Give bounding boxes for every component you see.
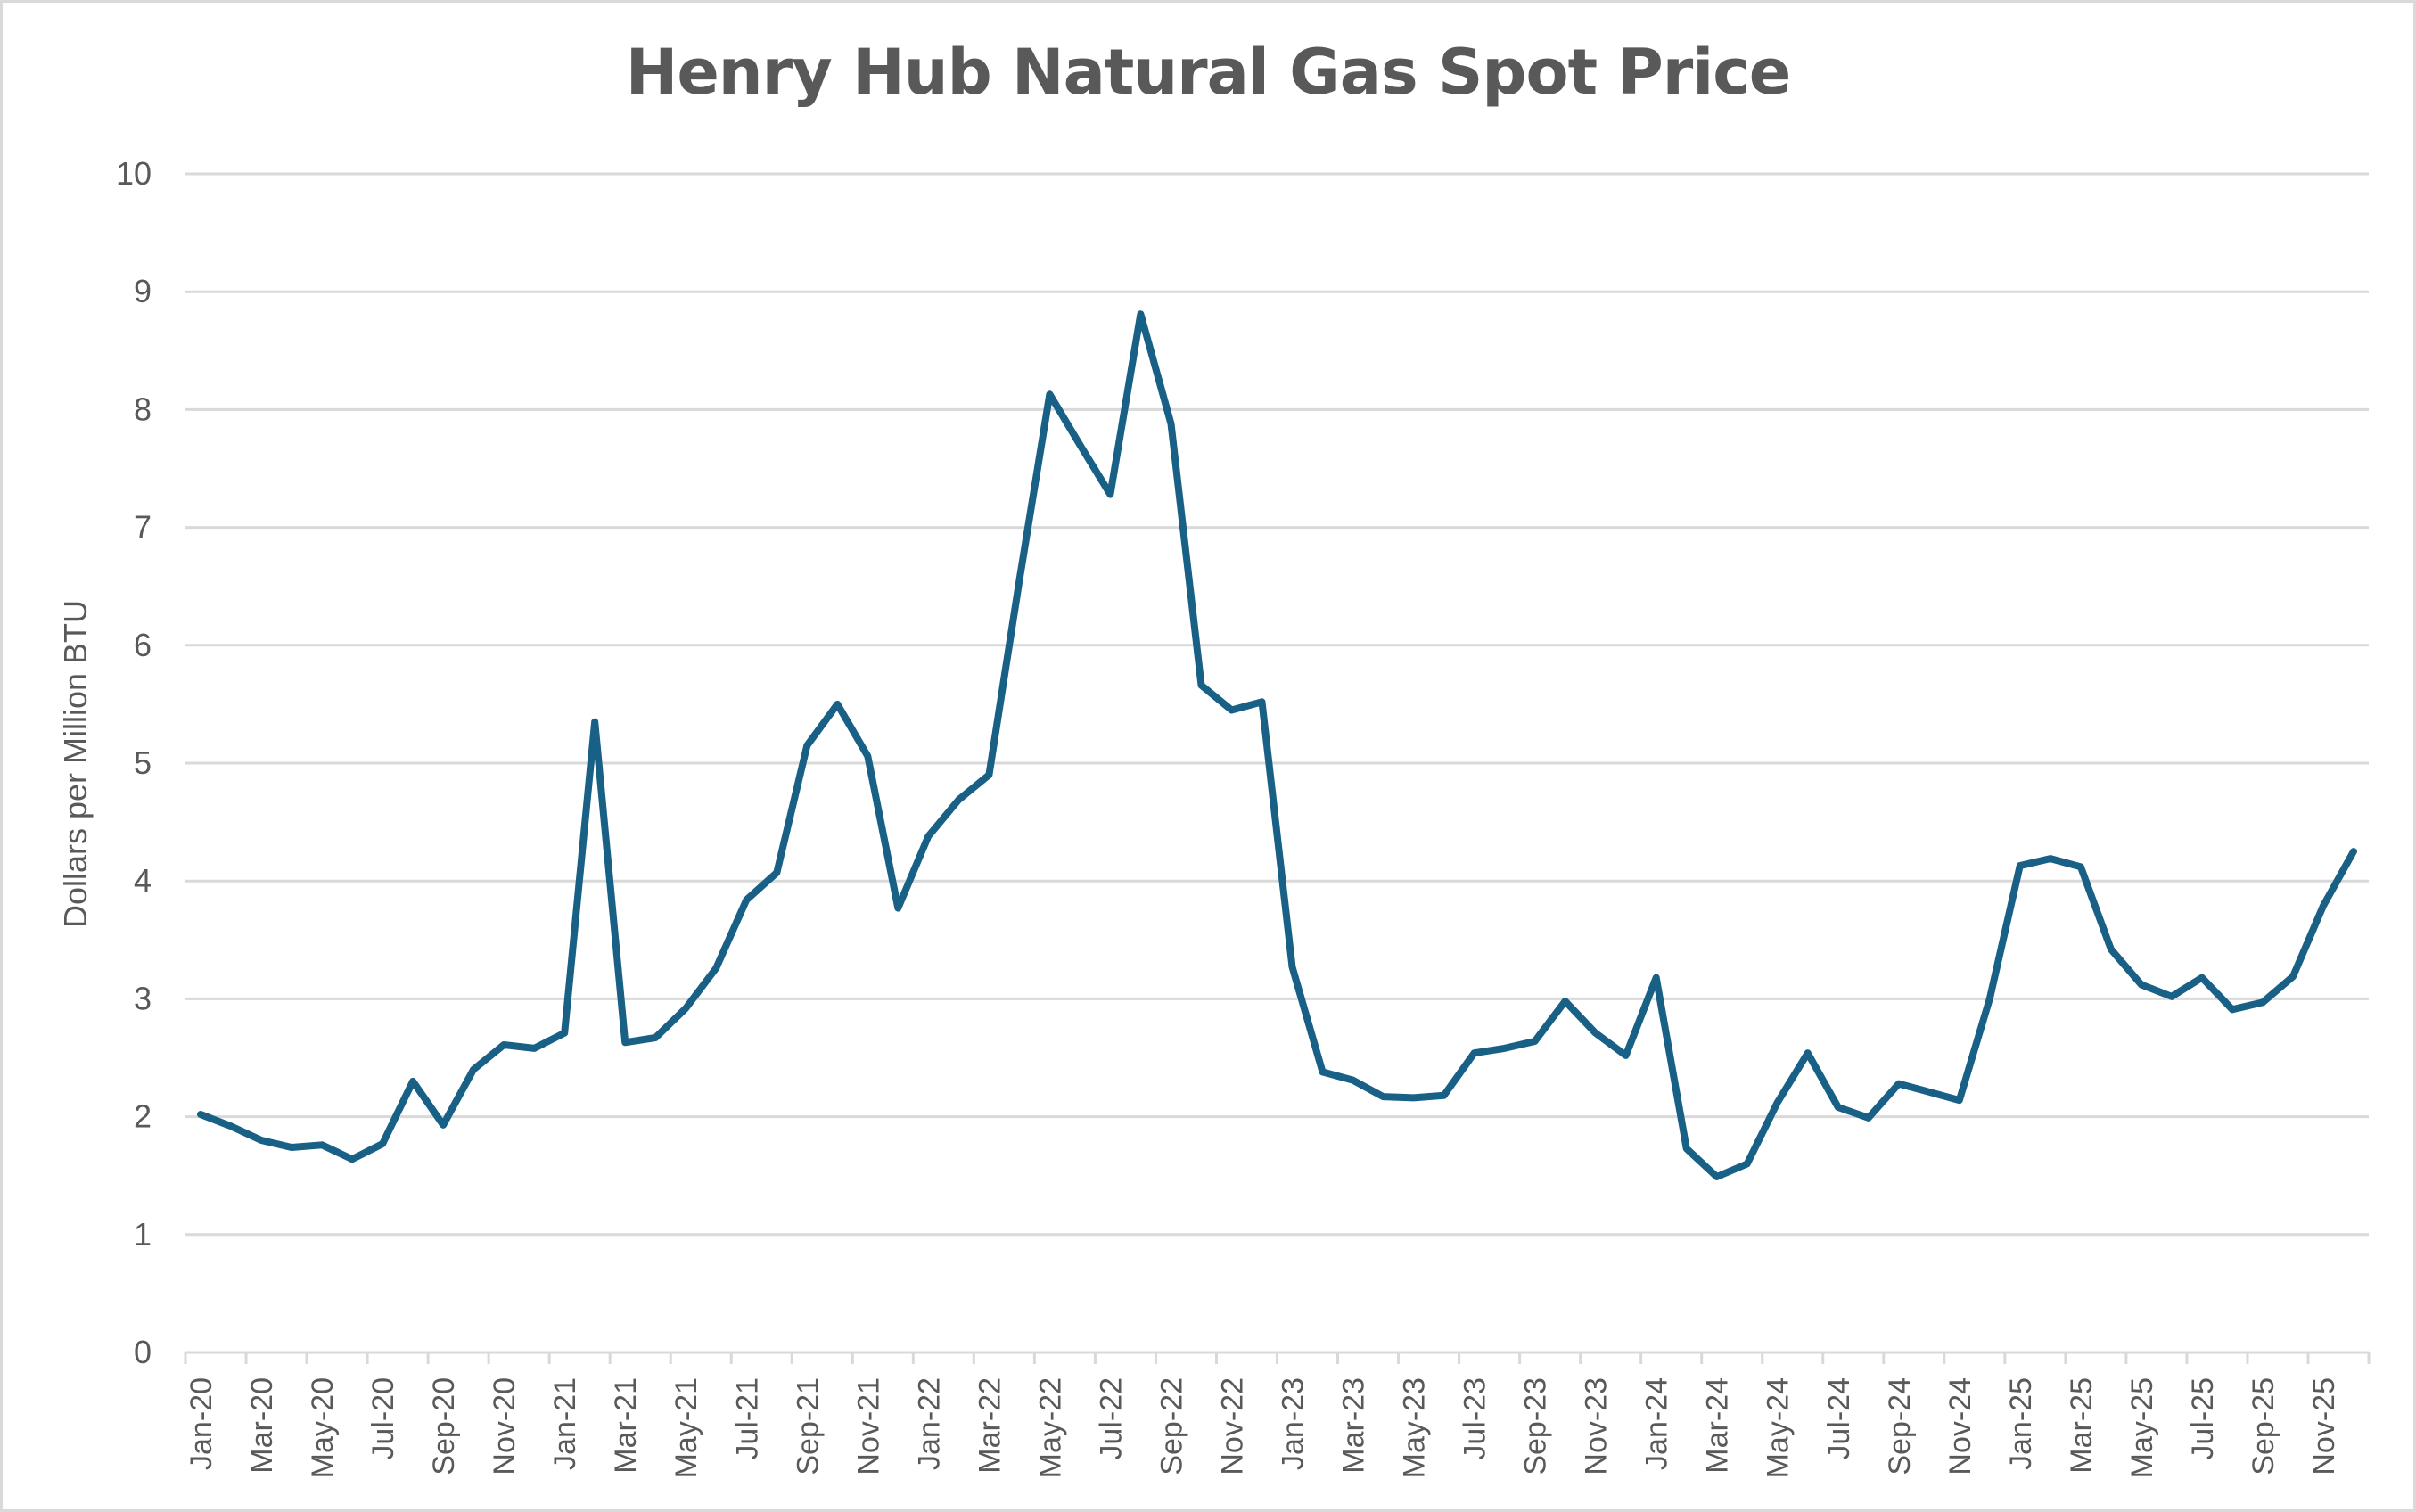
x-tick-label: Jan-22 [912, 1377, 946, 1470]
y-tick-label: 9 [134, 273, 152, 309]
y-tick-label: 3 [134, 980, 152, 1016]
y-axis-ticks: 0 1 2 3 4 5 6 7 8 9 10 [116, 155, 152, 1370]
x-tick-label: May-21 [670, 1377, 703, 1478]
x-tick-label: Jan-20 [185, 1377, 218, 1470]
x-tick-label: Jan-21 [548, 1377, 582, 1470]
x-tick-label: Nov-23 [1580, 1377, 1614, 1475]
x-tick-label: Jul-20 [366, 1377, 400, 1460]
x-tick-label: Nov-22 [1215, 1377, 1249, 1475]
x-tick-label: Mar-22 [973, 1377, 1007, 1474]
x-tick-label: Jul-24 [1822, 1377, 1856, 1460]
x-tick-label: Nov-20 [488, 1377, 522, 1475]
x-tick-label: Sep-23 [1519, 1377, 1553, 1475]
x-tick-label: May-22 [1033, 1377, 1067, 1478]
x-tick-label: Jul-23 [1459, 1377, 1492, 1460]
x-tick-label: Sep-24 [1883, 1377, 1917, 1475]
x-tick-label: Jan-23 [1277, 1377, 1311, 1470]
x-tick-label: Mar-21 [609, 1377, 643, 1474]
y-tick-label: 7 [134, 509, 152, 546]
y-tick-label: 10 [116, 155, 152, 192]
x-axis [184, 1351, 2371, 1364]
x-tick-label: Sep-25 [2247, 1377, 2280, 1475]
x-tick-label: Jan-25 [2004, 1377, 2038, 1470]
gridlines [185, 172, 2369, 1237]
x-tick-label: Mar-20 [245, 1377, 279, 1474]
y-tick-label: 4 [134, 862, 152, 899]
x-tick-label: May-25 [2125, 1377, 2159, 1478]
x-tick-label: May-20 [306, 1377, 340, 1478]
y-tick-label: 8 [134, 390, 152, 427]
x-axis-tick-labels: Jan-20 Mar-20 May-20 Jul-20 Sep-20 Nov-20 Jan-… [185, 1377, 2341, 1478]
y-tick-label: 0 [134, 1334, 152, 1370]
price-line-series [197, 310, 2357, 1180]
x-tick-label: Nov-25 [2307, 1377, 2341, 1475]
chart-title: Henry Hub Natural Gas Spot Price [625, 36, 1792, 109]
x-tick-label: May-24 [1762, 1377, 1796, 1478]
y-tick-label: 2 [134, 1098, 152, 1135]
x-tick-label: Nov-21 [851, 1377, 885, 1475]
x-tick-label: Mar-23 [1337, 1377, 1371, 1474]
y-tick-label: 1 [134, 1216, 152, 1253]
y-tick-label: 6 [134, 627, 152, 663]
x-tick-label: Mar-25 [2065, 1377, 2099, 1474]
x-tick-label: Jul-22 [1094, 1377, 1128, 1460]
x-tick-label: Sep-21 [791, 1377, 825, 1475]
x-tick-label: Sep-20 [427, 1377, 461, 1475]
x-tick-label: May-23 [1398, 1377, 1432, 1478]
x-tick-label: Jul-25 [2186, 1377, 2220, 1460]
x-tick-label: Mar-24 [1701, 1377, 1735, 1474]
x-tick-label: Nov-24 [1943, 1377, 1977, 1475]
x-tick-label: Jan-24 [1640, 1377, 1674, 1470]
y-tick-label: 5 [134, 744, 152, 781]
x-tick-label: Sep-22 [1155, 1377, 1188, 1475]
x-tick-label: Jul-21 [730, 1377, 764, 1460]
